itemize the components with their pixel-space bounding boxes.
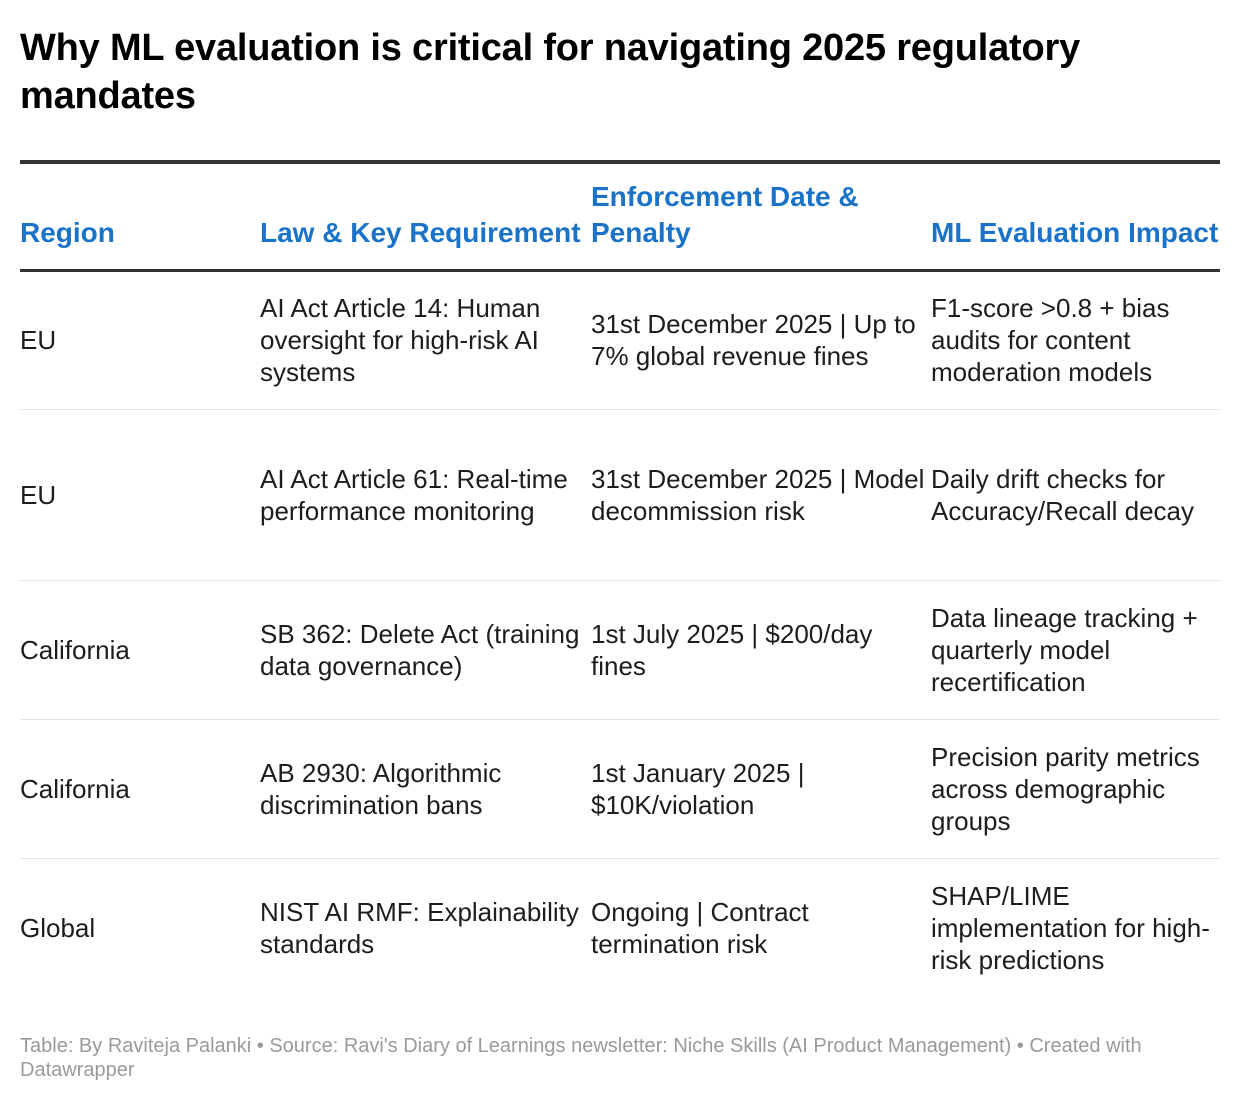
cell-enforcement: 31st December 2025 | Model decommission … <box>591 409 931 581</box>
table-header-row: Region Law & Key Requirement Enforcement… <box>20 162 1220 272</box>
cell-region: California <box>20 719 260 859</box>
cell-enforcement: Ongoing | Contract termination risk <box>591 896 809 959</box>
cell-region: EU <box>20 270 260 410</box>
cell-law: AB 2930: Algorithmic discrimination bans <box>260 719 591 859</box>
cell-region: Global <box>20 912 96 943</box>
page: Why ML evaluation is critical for naviga… <box>20 0 1220 1081</box>
cell-region: California <box>20 580 260 720</box>
cell-law: SB 362: Delete Act (training data govern… <box>260 580 591 720</box>
header-enforcement: Enforcement Date & Penalty <box>591 162 931 272</box>
cell-law: AI Act Article 61: Real-time performance… <box>260 409 591 581</box>
header-law: Law & Key Requirement <box>260 162 591 272</box>
source-footer: Table: By Raviteja Palanki • Source: Rav… <box>20 1035 1142 1081</box>
cell-impact: Precision parity metrics across demograp… <box>931 719 1220 859</box>
cell-law: AI Act Article 14: Human oversight for h… <box>260 270 591 410</box>
cell-impact: Daily drift checks for Accuracy/Recall d… <box>931 409 1220 581</box>
table-row: Global NIST AI RMF: Explainability stand… <box>20 858 1220 997</box>
cell-impact: SHAP/LIME implementation for high-risk p… <box>931 880 1210 975</box>
header-impact: ML Evaluation Impact <box>931 162 1220 272</box>
table-row: EU AI Act Article 61: Real-time performa… <box>20 409 1220 581</box>
header-region: Region <box>20 162 260 272</box>
cell-law: NIST AI RMF: Explainability standards <box>260 896 579 959</box>
cell-enforcement: 31st December 2025 | Up to 7% global rev… <box>591 270 931 410</box>
table-row: EU AI Act Article 14: Human oversight fo… <box>20 270 1220 410</box>
table-row: California AB 2930: Algorithmic discrimi… <box>20 719 1220 859</box>
table-row: California SB 362: Delete Act (training … <box>20 580 1220 720</box>
cell-enforcement: 1st July 2025 | $200/day fines <box>591 580 931 720</box>
cell-impact: Data lineage tracking + quarterly model … <box>931 580 1220 720</box>
cell-enforcement: 1st January 2025 | $10K/violation <box>591 719 931 859</box>
cell-impact: F1-score >0.8 + bias audits for content … <box>931 270 1220 410</box>
cell-region: EU <box>20 409 260 581</box>
page-title: Why ML evaluation is critical for naviga… <box>20 27 1081 117</box>
regulation-table: Region Law & Key Requirement Enforcement… <box>20 160 1220 997</box>
